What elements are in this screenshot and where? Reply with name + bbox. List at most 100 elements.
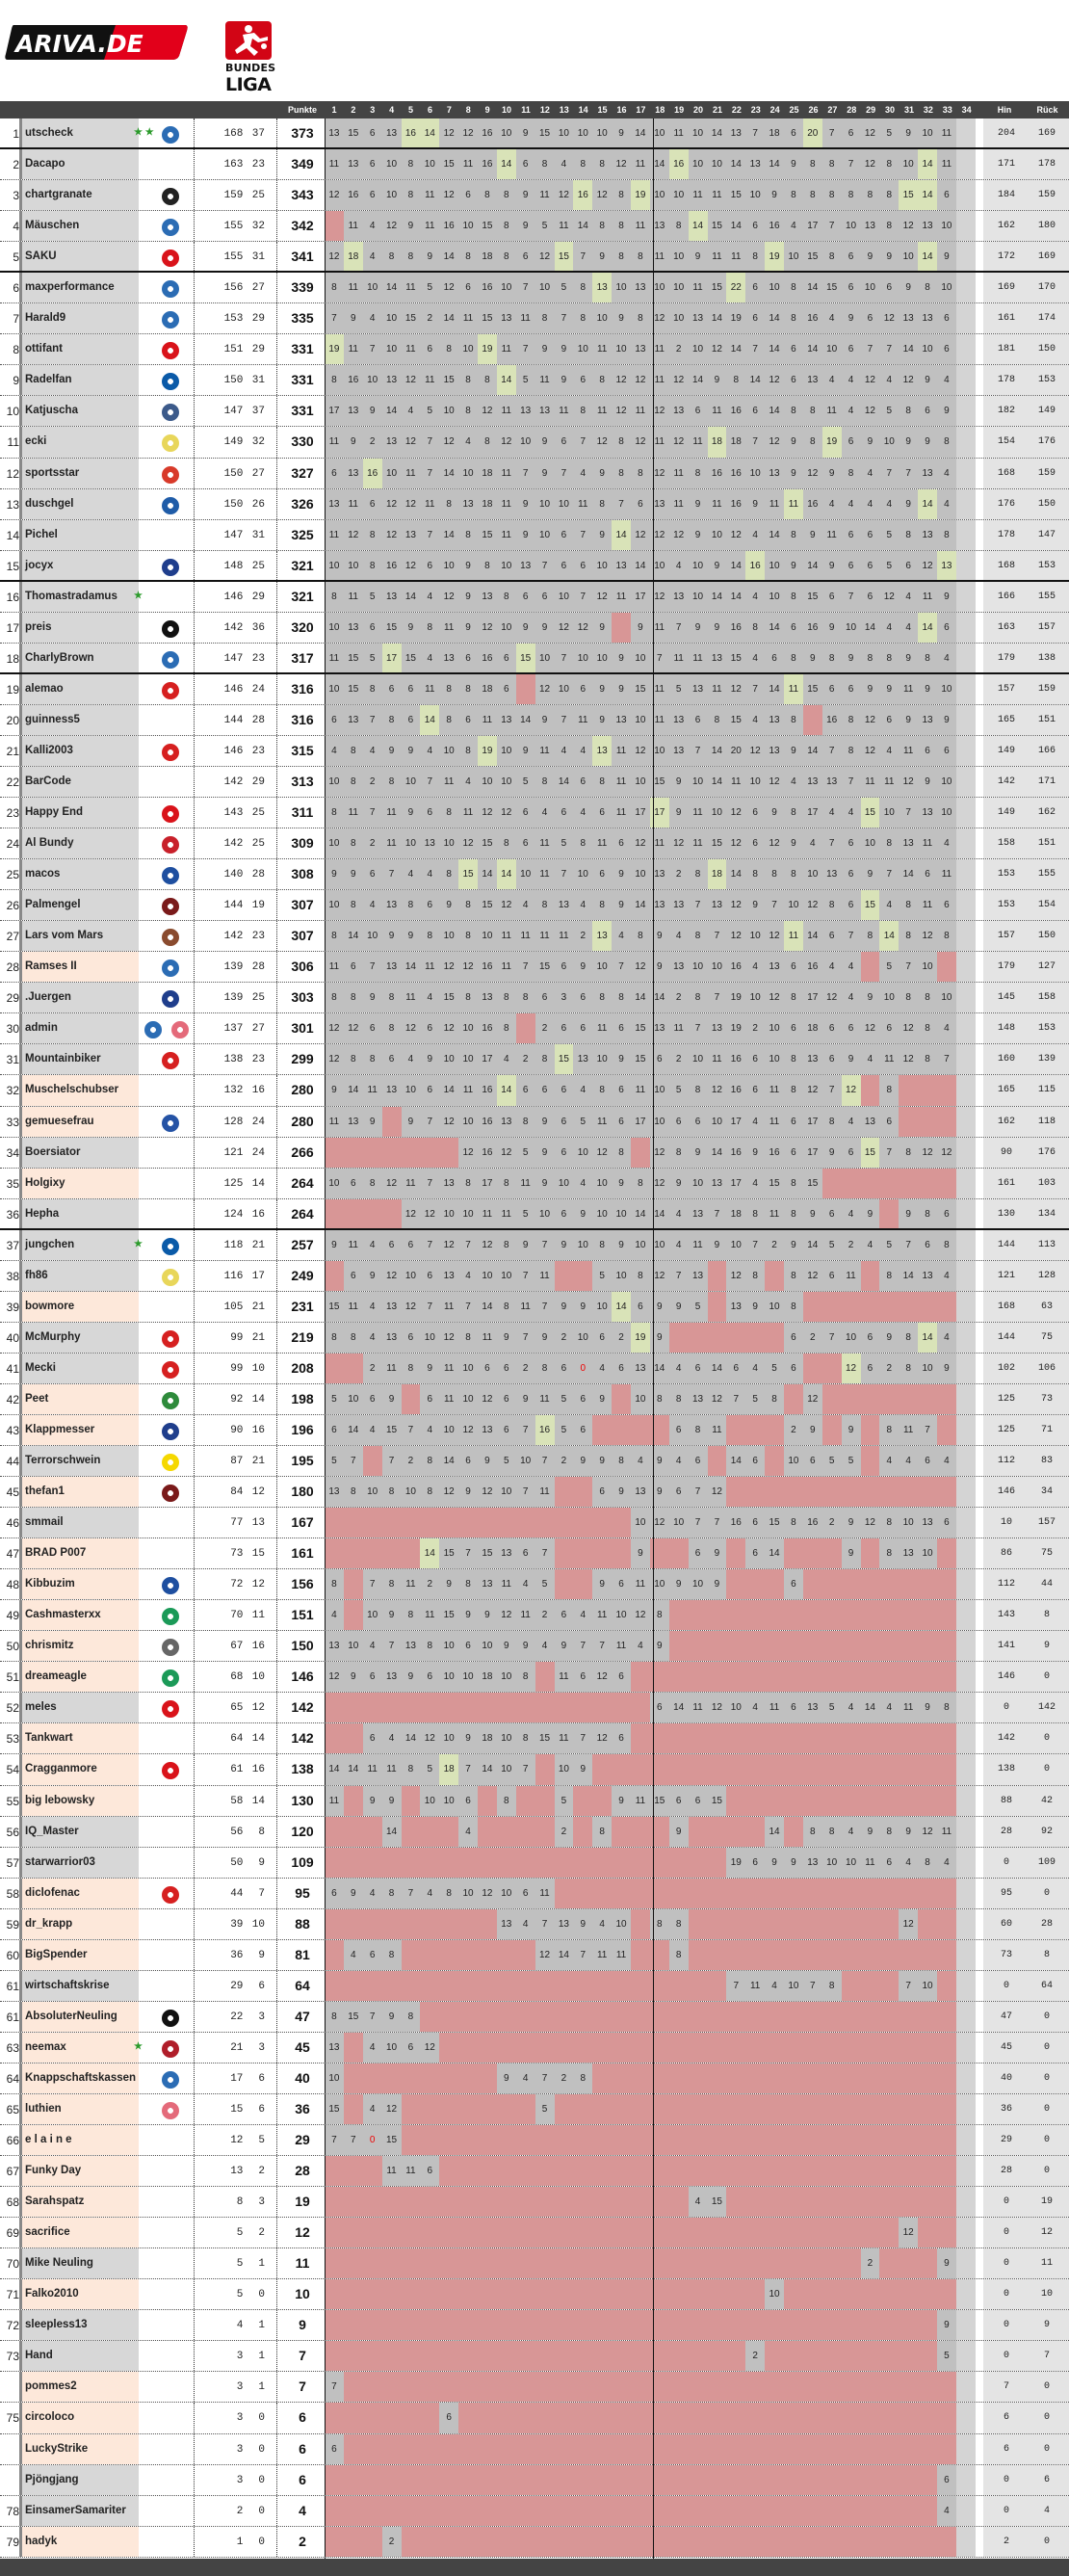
table-row[interactable]: 57 starwarrior03 50 9 109 19 6 9 9 13 10 10 11 6 4 8 4 0… [0,1847,1069,1879]
table-row[interactable]: 54 Cragganmore 61 16 138 14 14 11 11 8 5 18 7 14 10 7 1… [0,1754,1069,1786]
player-name[interactable]: Muschelschubser [19,1075,139,1106]
table-row[interactable]: 11 ecki 149 32 330 11 9 2 13 12 7 12 4 8 12 10 9 6 7 12 8 12… [0,427,1069,459]
player-name[interactable]: Pjöngjang [19,2464,139,2495]
table-row[interactable]: 23 Happy End 143 25 311 8 11 7 11 9 6 8 11 12 12 6 4 6 4 6… [0,798,1069,829]
player-name[interactable]: chrismitz [19,1631,139,1662]
table-row[interactable]: 48 Kibbuzim 72 12 156 8 7 8 11 2 9 8 13 11 4 5 9 6 11 10 9 1… [0,1569,1069,1601]
player-name[interactable]: sleepless13 [19,2310,139,2341]
player-name[interactable]: luthien [19,2094,139,2125]
player-name[interactable]: meles [19,1693,139,1723]
table-row[interactable]: 27 Lars vom Mars 142 23 307 8 14 10 9 9 8 10 8 10 11 1… [0,921,1069,953]
table-row[interactable]: 50 chrismitz 67 16 150 13 10 4 7 13 8 10 6 10 9 9 4 9 7 7 1… [0,1631,1069,1663]
table-row[interactable]: 3 chartgranate 159 25 343 12 16 6 10 8 11 12 6 8 8 9 11… [0,180,1069,212]
table-row[interactable]: 10 Katjuscha 147 37 331 17 13 9 14 4 5 10 8 12 11 13 13… [0,396,1069,428]
table-row[interactable]: 41 Mecki 99 10 208 2 11 8 9 11 10 6 6 2 8 6 0 4 6 13 14 4 6 14… [0,1353,1069,1384]
player-name[interactable]: wirtschaftskrise [19,1970,139,2001]
table-row[interactable]: 9 Radelfan 150 31 331 8 16 10 13 12 11 15 8 8 14 5 11 9 6… [0,365,1069,397]
player-name[interactable]: BRAD P007 [19,1538,139,1569]
table-row[interactable]: 61 AbsoluterNeuling 22 3 47 8 15 7 9 8 47 0 [0,2001,1069,2033]
player-name[interactable]: thefan1 [19,1477,139,1508]
table-row[interactable]: 67 Funky Day 13 2 28 11 11 6 28 0 [0,2156,1069,2188]
table-row[interactable]: 22 BarCode 142 29 313 10 8 2 8 10 7 11 4 10 10 5 8 14 6 8 1… [0,766,1069,799]
player-name[interactable]: BigSpender [19,1939,139,1970]
player-name[interactable]: alemao [19,673,139,704]
player-name[interactable]: sportsstar [19,458,139,488]
player-name[interactable]: maxperformance [19,273,139,303]
table-row[interactable]: 65 luthien 15 6 36 15 4 12 5 36 0 [0,2094,1069,2126]
player-name[interactable]: Sarahspatz [19,2187,139,2218]
player-name[interactable]: AbsoluterNeuling [19,2001,139,2032]
player-name[interactable]: ecki [19,427,139,458]
table-row[interactable]: 13 duschgel 150 26 326 13 11 6 12 12 11 8 13 18 11 9 10… [0,488,1069,520]
player-name[interactable]: IQ_Master [19,1816,139,1847]
player-name[interactable]: starwarrior03 [19,1847,139,1878]
table-row[interactable]: 42 Peet 92 14 198 5 10 6 9 6 11 10 12 6 9 11 5 6 9 10 8 8 13 1… [0,1383,1069,1415]
table-row[interactable]: 63 neemax ★ 21 3 45 13 4 10 6 12 45 0 [0,2032,1069,2063]
player-name[interactable]: ottifant [19,334,139,365]
player-name[interactable]: e l a i n e [19,2125,139,2156]
player-name[interactable]: chartgranate [19,180,139,211]
table-row[interactable]: 1 utscheck ★ ★ 168 37 373 13 15 6 13 16 14 12 12 16 10… [0,118,1069,150]
player-name[interactable]: Mountainbiker [19,1044,139,1075]
table-row[interactable]: 20 guinness5 144 28 316 6 13 7 8 6 14 8 6 11 13 14 9 7 11… [0,704,1069,736]
player-name[interactable]: sacrifice [19,2218,139,2248]
player-name[interactable]: Katjuscha [19,396,139,427]
table-row[interactable]: 6 maxperformance 156 27 339 8 11 10 14 11 5 12 6 16 1… [0,273,1069,304]
player-name[interactable]: neemax ★ [19,2032,143,2063]
player-name[interactable]: circoloco [19,2403,139,2433]
table-row[interactable]: 52 meles 65 12 142 6 14 11 12 10 4 11 6 13 5 4 14 4 11 9 8 0… [0,1693,1069,1724]
table-row[interactable]: 49 Cashmasterxx 70 11 151 4 10 9 8 11 15 9 9 12 11 2 6 4… [0,1600,1069,1632]
player-name[interactable]: Mecki [19,1353,139,1383]
table-row[interactable]: 47 BRAD P007 73 15 161 14 15 7 15 13 6 7 9 6 9 6 14 9 8 13… [0,1538,1069,1570]
player-name[interactable]: Hepha [19,1198,139,1228]
player-name[interactable]: pommes2 [19,2372,139,2403]
player-name[interactable]: Dacapo [19,149,139,180]
player-name[interactable]: EinsamerSamariter [19,2495,139,2526]
table-row[interactable]: 4 Mäuschen 155 32 342 11 4 12 9 11 16 10 15 8 9 5 11 14 8… [0,211,1069,243]
player-name[interactable]: .Juergen [19,983,139,1013]
table-row[interactable]: 33 gemuesefrau 128 24 280 11 13 9 9 7 12 10 16 13 8 9 6… [0,1106,1069,1138]
player-name[interactable]: McMurphy [19,1322,139,1353]
table-row[interactable]: 69 sacrifice 5 2 12 12 0 12 [0,2218,1069,2249]
table-row[interactable]: 8 ottifant 151 29 331 19 11 7 10 11 6 8 10 19 11 7 9 9 10… [0,334,1069,366]
player-name[interactable]: macos [19,859,139,890]
player-name[interactable]: Kibbuzim [19,1569,139,1600]
table-row[interactable]: 43 Klappmesser 90 16 196 6 14 4 15 7 4 10 12 13 6 7 16 5… [0,1414,1069,1447]
player-name[interactable]: Peet [19,1383,139,1414]
table-row[interactable]: 26 Palmengel 144 19 307 10 8 4 13 8 6 9 8 15 12 4 8 13 4 8… [0,890,1069,922]
player-name[interactable]: LuckyStrike [19,2433,139,2464]
table-row[interactable]: 36 Hepha 124 16 264 12 12 10 10 11 11 5 10 6 9 10 10 14 1… [0,1198,1069,1230]
ariva-logo[interactable]: ARIVA.DE [4,23,189,62]
table-row[interactable]: 71 Falko2010 5 0 10 10 0 10 [0,2279,1069,2311]
player-name[interactable]: admin [19,1013,139,1044]
table-row[interactable]: 40 McMurphy 99 21 219 8 8 4 13 6 10 12 8 11 9 7 9 2 10 6 2 1… [0,1322,1069,1354]
player-name[interactable]: smmail [19,1508,139,1538]
table-row[interactable]: 55 big lebowsky 58 14 130 11 9 9 10 10 6 8 5 9 11 15 6 6… [0,1785,1069,1817]
player-name[interactable]: gemuesefrau [19,1106,139,1137]
table-row[interactable]: 59 dr_krapp 39 10 88 13 4 7 13 9 4 10 8 8 12 60 28 [0,1908,1069,1940]
table-row[interactable]: 15 jocyx 148 25 321 10 10 8 16 12 6 10 9 8 10 13 7 6 6 10 1… [0,550,1069,582]
table-row[interactable]: 2 Dacapo 163 23 349 11 13 6 10 8 10 15 11 16 14 6 8 4 8 8 1… [0,149,1069,181]
player-name[interactable]: preis [19,612,139,643]
table-row[interactable]: 19 alemao 146 24 316 10 15 8 6 6 11 8 8 18 6 12 10 6 9 9 15… [0,673,1069,705]
player-name[interactable]: Kalli2003 [19,735,139,766]
player-name[interactable]: Radelfan [19,365,139,396]
player-name[interactable]: Lars vom Mars [19,921,139,952]
table-row[interactable]: 7 Harald9 153 29 335 7 9 4 10 15 2 14 11 15 13 11 8 7 8 10… [0,303,1069,335]
player-name[interactable]: Knappschaftskassen [19,2063,139,2093]
table-row[interactable]: 24 Al Bundy 142 25 309 10 8 2 11 10 13 10 12 15 8 6 11 5… [0,828,1069,860]
player-name[interactable]: Holgixy [19,1168,139,1198]
table-row[interactable]: 18 CharlyBrown 147 23 317 11 15 5 17 15 4 13 6 16 6 15… [0,643,1069,674]
table-row[interactable]: 30 admin 137 27 301 12 12 6 8 12 6 12 10 16 8 2 6 6 11 6 15… [0,1013,1069,1045]
player-name[interactable]: big lebowsky [19,1785,139,1816]
player-name[interactable]: fh86 [19,1260,139,1291]
table-row[interactable]: 32 Muschelschubser 132 16 280 9 14 11 13 10 6 14 11… [0,1075,1069,1107]
player-name[interactable]: Terrorschwein [19,1446,139,1477]
table-row[interactable]: 70 Mike Neuling 5 1 11 2 9 0 11 [0,2248,1069,2280]
